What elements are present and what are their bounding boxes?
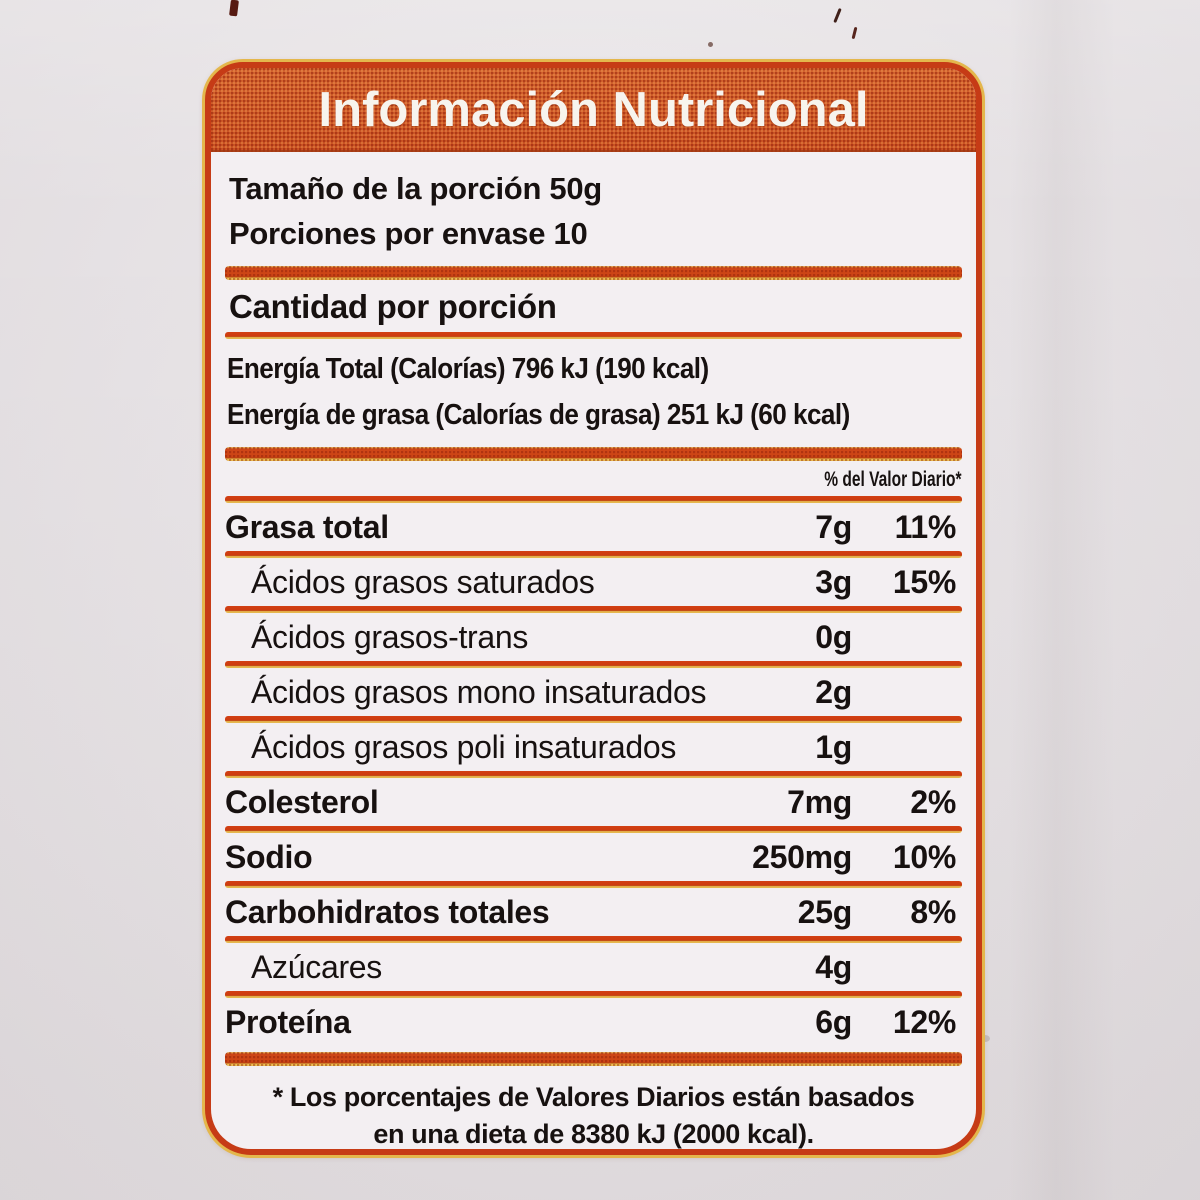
nutrient-amount: 250mg (752, 838, 852, 875)
row-divider (225, 332, 962, 339)
nutrient-amount: 2g (815, 673, 852, 710)
label-smudge (980, 1035, 990, 1042)
energy-info: Energía Total (Calorías) 796 kJ (190 kca… (225, 339, 962, 447)
nutrient-amount: 7mg (787, 783, 852, 820)
amount-per-serving-header: Cantidad por porción (229, 288, 557, 325)
footnote-line: * Los porcentajes de Valores Diarios est… (272, 1082, 915, 1112)
nutrient-row: Proteína 6g 12% (225, 998, 962, 1046)
serving-info: Tamaño de la porción 50g Porciones por e… (225, 152, 962, 266)
nutrient-daily-value: 2% (910, 783, 956, 820)
daily-value-header-row: % del Valor Diario* (225, 461, 962, 496)
nutrient-row: Sodio 250mg 10% (225, 833, 962, 881)
section-divider-bar (225, 1052, 962, 1066)
row-divider (225, 661, 962, 668)
nutrient-name: Grasa total (225, 508, 389, 545)
footnote-line: en una dieta de 8380 kJ (2000 kcal). (373, 1119, 814, 1149)
print-speck (708, 42, 713, 47)
row-divider (225, 496, 962, 503)
nutrient-amount: 25g (797, 893, 853, 930)
row-divider (225, 551, 962, 558)
nutrient-row: Colesterol 7mg 2% (225, 778, 962, 826)
nutrient-daily-value: 12% (892, 1003, 956, 1040)
nutrient-name: Azúcares (251, 948, 382, 985)
row-divider (225, 991, 962, 998)
nutrient-daily-value: 10% (892, 838, 956, 875)
nutrient-name: Ácidos grasos mono insaturados (251, 673, 707, 710)
nutrient-amount: 3g (815, 563, 852, 600)
nutrient-row: Ácidos grasos saturados 3g 15% (225, 558, 962, 606)
row-divider (225, 936, 962, 943)
panel-content: Tamaño de la porción 50g Porciones por e… (211, 152, 976, 1149)
energy-total-line: Energía Total (Calorías) 796 kJ (190 kca… (227, 353, 709, 385)
energy-fat-line: Energía de grasa (Calorías de grasa) 251… (227, 399, 850, 431)
nutrient-name: Colesterol (225, 783, 379, 820)
serving-size-line: Tamaño de la porción 50g (229, 171, 602, 206)
nutrient-daily-value: 15% (892, 563, 956, 600)
daily-value-header: % del Valor Diario* (824, 468, 962, 491)
row-divider (225, 606, 962, 613)
nutrient-row: Azúcares 4g (225, 943, 962, 991)
nutrient-name: Proteína (225, 1003, 351, 1040)
servings-per-container-line: Porciones por envase 10 (229, 216, 588, 251)
row-divider (225, 826, 962, 833)
nutrient-amount: 0g (815, 618, 852, 655)
nutrient-table: Grasa total 7g 11% Ácidos grasos saturad… (225, 503, 962, 1046)
nutrient-amount: 7g (815, 508, 852, 545)
nutrient-row: Carbohidratos totales 25g 8% (225, 888, 962, 936)
nutrient-daily-value: 11% (894, 508, 957, 545)
nutrient-name: Carbohidratos totales (225, 893, 550, 930)
nutrient-daily-value: 8% (910, 893, 956, 930)
nutrient-row: Ácidos grasos poli insaturados 1g (225, 723, 962, 771)
nutrient-name: Ácidos grasos saturados (251, 563, 595, 600)
nutrient-row: Ácidos grasos-trans 0g (225, 613, 962, 661)
nutrient-name: Sodio (225, 838, 313, 875)
nutrient-row: Grasa total 7g 11% (225, 503, 962, 551)
row-divider (225, 771, 962, 778)
row-divider (225, 716, 962, 723)
daily-value-footnote: * Los porcentajes de Valores Diarios est… (225, 1066, 962, 1149)
nutrient-name: Ácidos grasos poli insaturados (251, 728, 677, 765)
nutrient-amount: 1g (815, 728, 852, 765)
nutrient-amount: 6g (815, 1003, 852, 1040)
nutrient-row: Ácidos grasos mono insaturados 2g (225, 668, 962, 716)
row-divider (225, 881, 962, 888)
nutrient-name: Ácidos grasos-trans (251, 618, 529, 655)
panel-title: Información Nutricional (318, 83, 869, 137)
section-divider-bar (225, 266, 962, 280)
panel-title-band: Información Nutricional (211, 68, 976, 152)
nutrition-facts-panel: Información Nutricional Tamaño de la por… (205, 62, 982, 1155)
nutrient-amount: 4g (815, 948, 852, 985)
section-divider-bar (225, 447, 962, 461)
